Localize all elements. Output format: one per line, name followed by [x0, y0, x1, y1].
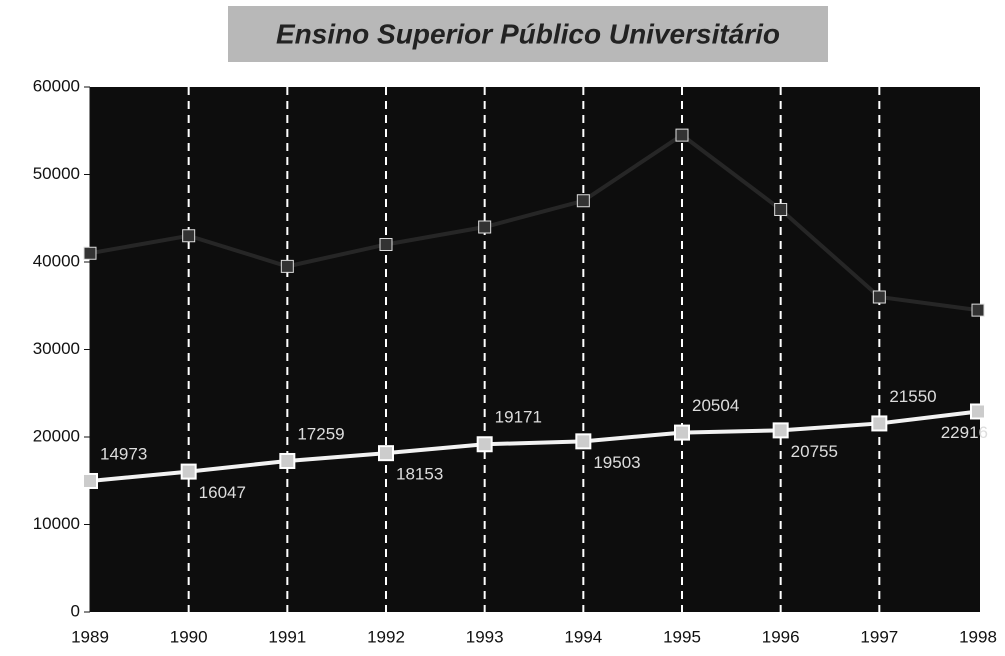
marker: [82, 472, 98, 489]
marker: [476, 436, 493, 453]
data-label: 19171: [495, 408, 542, 427]
marker: [675, 128, 689, 142]
data-label: 21550: [889, 387, 936, 406]
y-tick-label: 10000: [33, 514, 80, 533]
y-tick-label: 20000: [33, 426, 80, 445]
series-line: [89, 409, 979, 483]
marker: [83, 246, 97, 260]
data-label: 22916: [941, 423, 988, 442]
y-tick-label: 30000: [33, 339, 80, 358]
x-tick-label: 1997: [860, 627, 898, 646]
x-tick-label: 1991: [268, 627, 306, 646]
data-label: 20504: [692, 396, 739, 415]
data-label: 14973: [100, 444, 147, 463]
y-tick-label: 60000: [33, 76, 80, 95]
chart-title: Ensino Superior Público Universitário: [276, 18, 780, 49]
marker: [872, 290, 886, 304]
marker: [575, 433, 592, 450]
data-label: 20755: [791, 442, 838, 461]
y-tick-label: 40000: [33, 251, 80, 270]
marker: [182, 229, 196, 243]
series-line: [89, 132, 979, 313]
marker: [279, 452, 296, 469]
marker: [970, 403, 986, 420]
x-tick-label: 1992: [367, 627, 405, 646]
x-tick-label: 1998: [959, 627, 997, 646]
marker: [379, 238, 393, 251]
x-tick-label: 1989: [71, 627, 109, 646]
x-tick-label: 1995: [663, 627, 701, 646]
x-tick-label: 1996: [762, 627, 800, 646]
marker: [280, 259, 294, 273]
marker: [180, 463, 197, 480]
marker: [378, 445, 394, 462]
marker: [971, 303, 985, 317]
y-tick-label: 0: [71, 601, 80, 620]
marker: [674, 424, 690, 441]
marker: [871, 415, 888, 432]
plot-area: [90, 87, 980, 612]
marker: [478, 220, 492, 234]
y-tick-label: 50000: [33, 164, 80, 183]
data-label: 16047: [199, 483, 246, 502]
marker: [772, 422, 789, 439]
x-tick-label: 1994: [564, 627, 602, 646]
x-tick-label: 1993: [466, 627, 504, 646]
data-label: 17259: [297, 424, 344, 443]
marker: [576, 194, 590, 208]
marker: [774, 203, 788, 216]
x-tick-label: 1990: [170, 627, 208, 646]
data-label: 18153: [396, 465, 443, 484]
title-box: [228, 6, 828, 62]
data-label: 19503: [593, 453, 640, 472]
